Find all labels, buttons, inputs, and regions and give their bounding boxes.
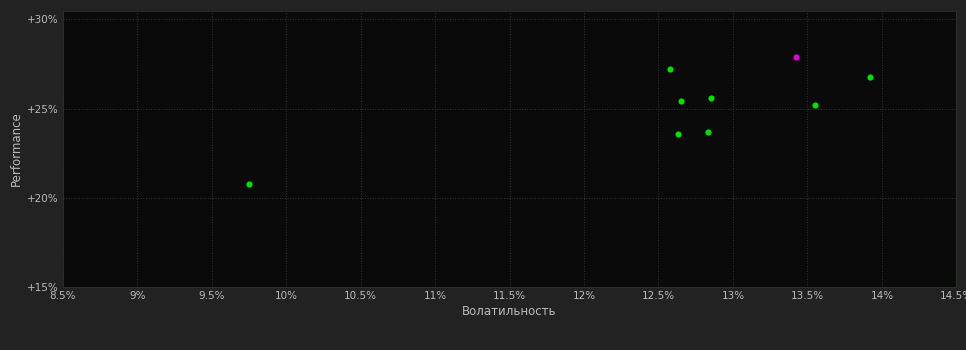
Point — [808, 102, 823, 108]
Point — [863, 74, 878, 79]
Point — [788, 54, 804, 60]
Point — [703, 95, 719, 101]
Point — [663, 66, 678, 72]
Y-axis label: Performance: Performance — [10, 111, 23, 186]
Point — [670, 131, 686, 136]
X-axis label: Волатильность: Волатильность — [463, 305, 556, 318]
Point — [673, 99, 689, 104]
Point — [242, 181, 257, 186]
Point — [700, 129, 716, 135]
